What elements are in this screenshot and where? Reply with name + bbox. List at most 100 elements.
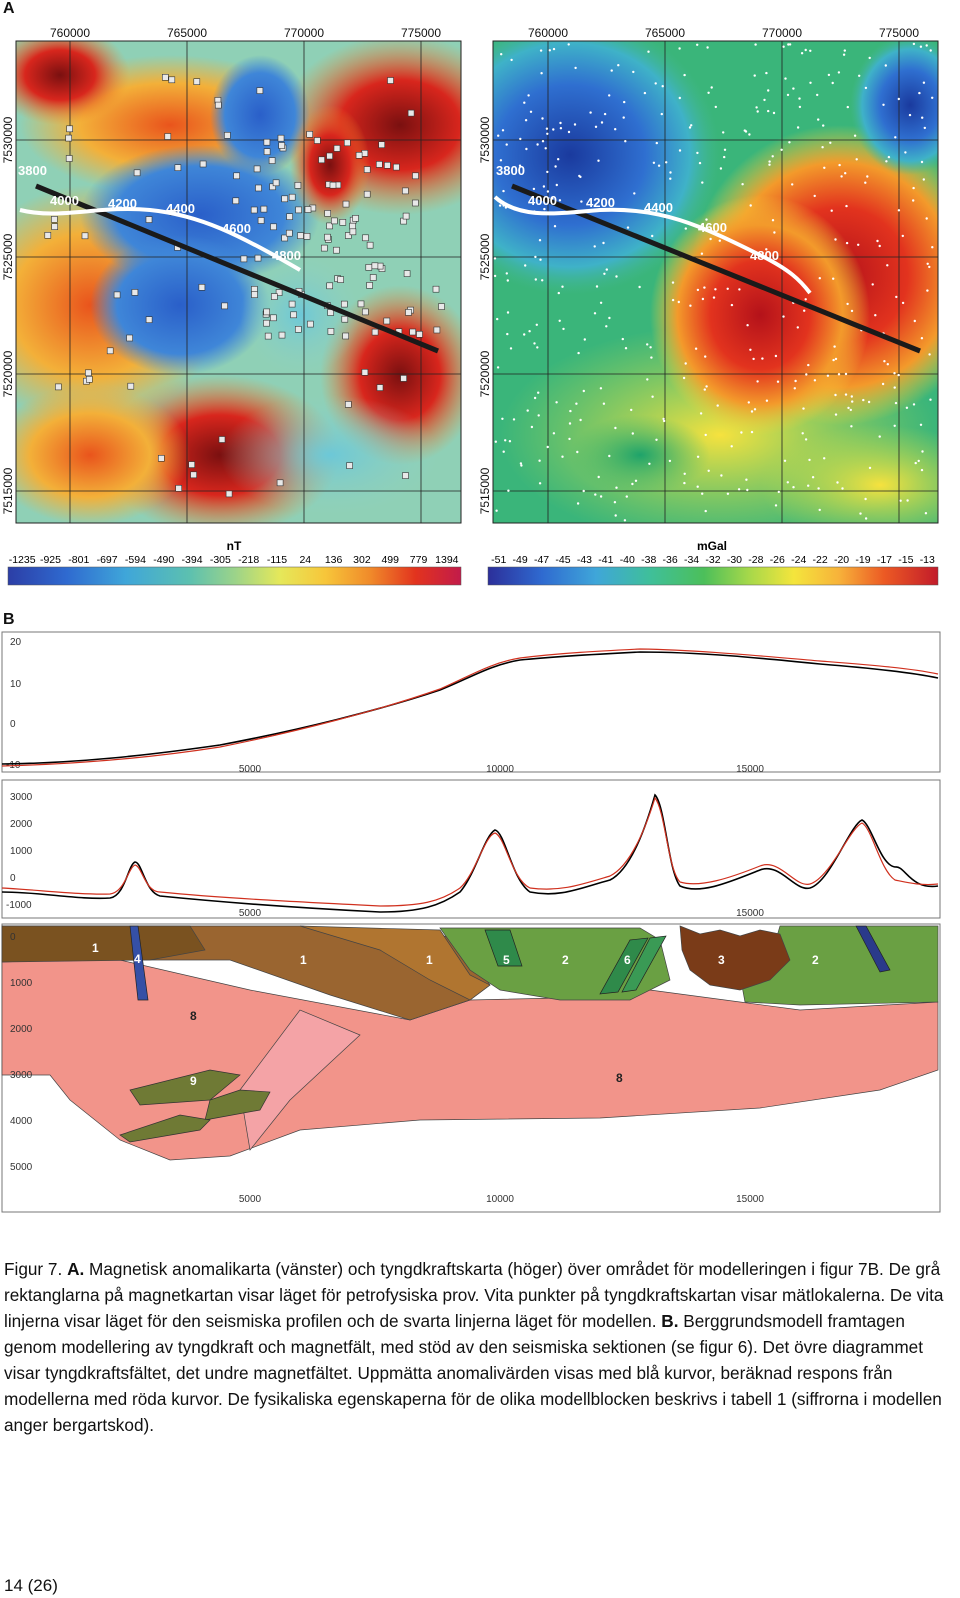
block-code: 6 [624,953,631,967]
sample-marker [175,484,182,492]
measurement-point [756,110,759,113]
measurement-point [805,373,808,376]
measurement-point [623,519,627,522]
sample-marker [126,334,133,342]
magnetic-scale-labels: -1235 -925 -801 -697 -594 -490 -394 -305 -218 -11… [9,554,459,566]
sample-marker [402,187,409,195]
y-tick-label: 7530000 [1,116,15,163]
sample-marker [86,375,93,383]
measurement-point [704,433,707,437]
block-code: 2 [562,953,569,967]
measurement-point [918,91,921,95]
sample-marker [257,217,265,224]
measurement-point [709,237,712,241]
measurement-point [718,239,721,242]
sample-marker [162,73,169,81]
y-tick-label: 7520000 [478,350,492,397]
measurement-point [558,199,562,202]
sample-marker [263,148,271,155]
measurement-point [794,379,797,383]
measurement-point [923,126,926,130]
sample-marker [407,109,415,117]
scale-tick-label: -15 [898,554,913,566]
measurement-point [782,45,785,48]
measurement-point [817,118,820,121]
measurement-point [559,121,562,125]
measurement-point [804,48,807,52]
measurement-point [768,163,771,166]
measurement-point [558,319,561,322]
sample-marker [263,319,270,327]
measurement-point [924,512,928,515]
sample-marker [341,315,349,323]
profile-label: 4600 [222,221,251,236]
sample-marker [145,216,153,223]
measurement-point [800,52,804,55]
measurement-point [787,43,790,46]
sample-marker [233,172,240,180]
scale-tick-label: -32 [705,554,720,566]
measurement-point [837,71,841,74]
sample-marker [378,141,386,148]
measurement-point [696,43,699,46]
measurement-point [548,49,551,52]
sample-marker [255,184,262,192]
measurement-point [763,98,766,102]
magnetic-scale-unit: nT [227,539,242,553]
measurement-point [698,161,702,165]
sample-marker [65,134,72,142]
sample-marker [324,233,331,241]
measurement-point [832,277,835,280]
sample-marker [384,162,391,169]
sample-marker [270,223,277,231]
measurement-point [608,316,611,320]
measurement-point [920,468,924,472]
sample-marker [339,219,347,226]
measurement-point [562,327,565,331]
sample-marker [342,332,350,340]
measurement-point [539,258,542,261]
sample-marker [250,206,258,214]
measurement-point [928,265,931,269]
measurement-point [838,163,841,167]
measurement-point [723,148,727,151]
measurement-point [541,279,544,282]
measurement-point [614,514,617,517]
scale-tick-label: 1394 [435,554,459,566]
measurement-point [504,439,507,442]
measurement-point [553,225,557,228]
x-tick-label: 10000 [486,764,514,775]
measurement-point [654,82,657,85]
measurement-point [843,49,846,52]
measurement-point [600,121,604,124]
sample-marker [412,172,419,180]
sample-marker [349,222,356,230]
y-tick-label: 0 [10,873,16,884]
sample-marker [376,384,384,391]
measurement-point [660,112,663,116]
x-tick-label: 770000 [762,26,802,40]
measurement-point [750,410,754,413]
measurement-point [850,309,854,313]
scale-tick-label: -697 [97,554,118,566]
sample-marker [275,289,283,296]
measurement-point [561,285,564,288]
sample-marker [168,76,176,84]
measurement-point [929,398,932,401]
measurement-point [796,326,799,329]
sample-marker [393,163,400,171]
x-tick-label: 5000 [239,764,262,775]
sample-marker [278,142,286,149]
measurement-point [689,304,692,307]
measurement-point [730,303,734,307]
measurement-point [626,226,630,229]
measurement-point [661,85,664,88]
scale-tick-label: -38 [641,554,656,566]
measurement-point [534,255,537,259]
sample-marker [337,276,344,283]
profile-label: 4400 [644,200,673,215]
measurement-point [813,379,817,382]
measurement-point [886,264,889,267]
sample-marker [412,199,419,207]
measurement-point [894,401,898,405]
